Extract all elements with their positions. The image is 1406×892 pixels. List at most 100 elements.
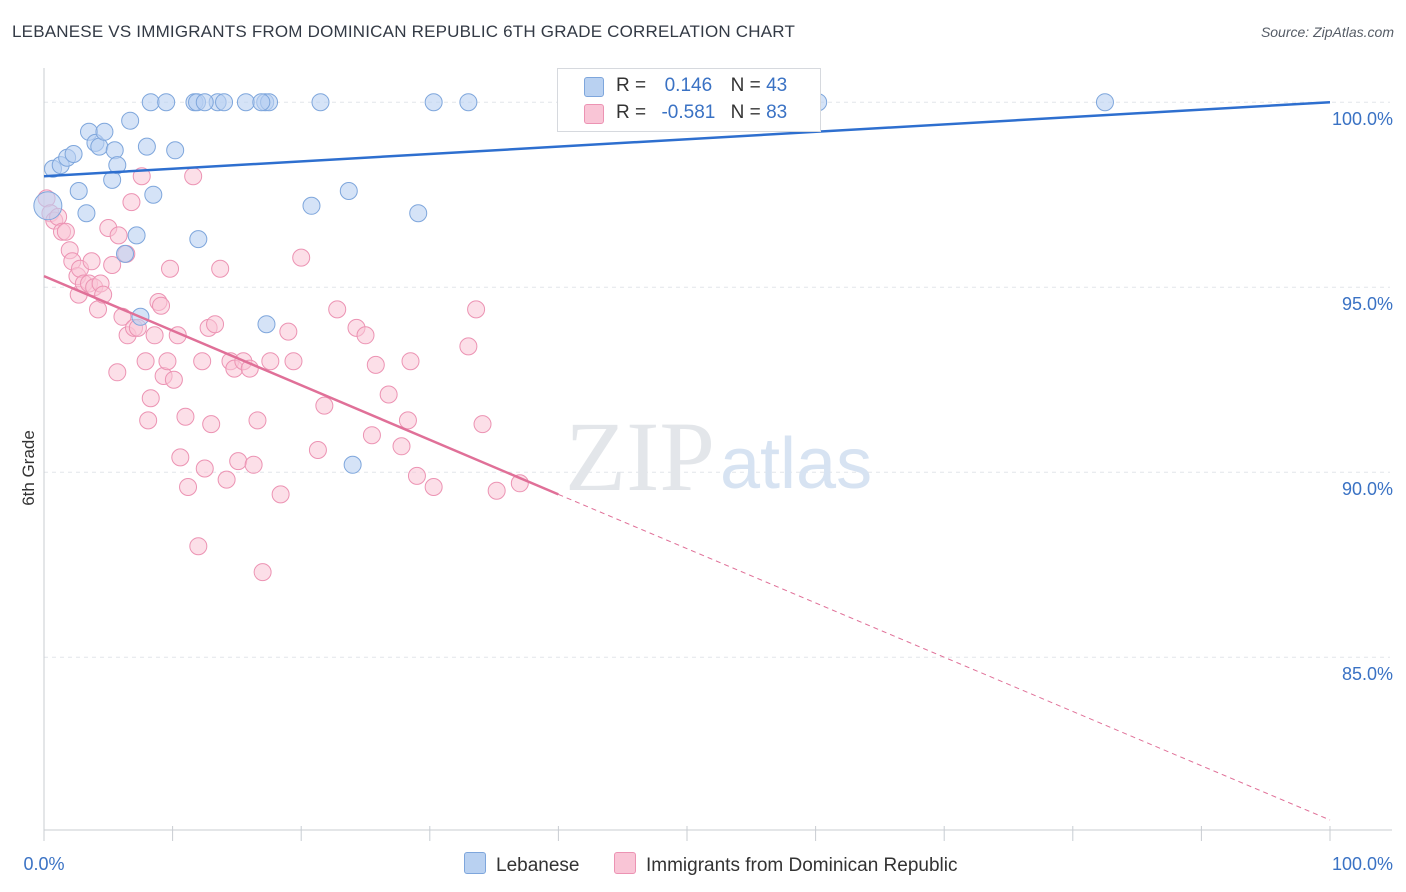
- dominican-point-59: [253, 563, 272, 582]
- tick-labels: 100.0% 95.0% 90.0% 85.0% 0.0% 100.0%: [23, 109, 1393, 874]
- lebanese-point-34: [302, 196, 321, 215]
- dominican-point-67: [328, 300, 347, 319]
- dominican-point-21: [109, 226, 128, 245]
- lebanese-point-24: [189, 230, 208, 249]
- dominican-point-20: [108, 363, 127, 382]
- dominican-point-25: [122, 193, 141, 212]
- dominican-point-75: [401, 352, 420, 371]
- dominican-point-58: [248, 411, 267, 430]
- dominican-point-71: [366, 355, 385, 374]
- x-tick-label-1: 100.0%: [1332, 854, 1393, 874]
- lebanese-point-32: [252, 93, 271, 112]
- dominican-trend-line: [43, 274, 559, 496]
- lebanese-point-28: [195, 93, 214, 112]
- dominican-point-45: [193, 352, 212, 371]
- dominican-point-72: [379, 385, 398, 404]
- dominican-point-50: [211, 259, 230, 278]
- dominican-point-41: [176, 407, 195, 426]
- bottom-legend-lebanese: Lebanese: [464, 852, 579, 877]
- legend-swatch-dominican: [584, 104, 604, 124]
- legend-r-label: R =: [616, 75, 647, 96]
- dominican-point-36: [158, 352, 177, 371]
- axes: [43, 68, 1392, 841]
- lebanese-point-14: [116, 244, 135, 263]
- legend-row-lebanese: R = 0.146 N = 43: [616, 75, 787, 99]
- dominican-point-57: [244, 455, 263, 474]
- dominican-point-64: [292, 248, 311, 267]
- legend-n-label: N =: [730, 75, 761, 96]
- dominican-point-77: [424, 478, 443, 496]
- dominican-point-34: [152, 296, 171, 315]
- dominican-point-48: [202, 415, 221, 434]
- dominican-point-73: [392, 437, 411, 456]
- dominican-point-74: [398, 411, 417, 430]
- lebanese-point-6: [77, 204, 96, 223]
- legend-box: R = 0.146 N = 43 R = -0.581 N = 83: [557, 68, 821, 132]
- dominican-point-5: [56, 222, 75, 241]
- dominican-point-32: [145, 326, 164, 345]
- dominican-point-37: [161, 259, 180, 278]
- dominican-point-49: [206, 315, 225, 334]
- x-tick-label-0: 0.0%: [23, 854, 64, 874]
- lebanese-point-15: [121, 111, 140, 130]
- legend-n-value: 43: [766, 75, 788, 96]
- dominican-point-38: [164, 370, 183, 389]
- dominican-point-78: [459, 337, 478, 356]
- y-tick-label-1: 95.0%: [1342, 294, 1393, 314]
- watermark: ZIP atlas: [565, 401, 872, 512]
- lebanese-point-13: [108, 156, 127, 175]
- grid-lines: [44, 101, 1390, 658]
- lebanese-point-20: [141, 93, 160, 112]
- lebanese-point-18: [137, 137, 156, 156]
- bottom-legend-swatch-lebanese: [464, 852, 486, 874]
- lebanese-point-37: [343, 455, 362, 474]
- dominican-point-54: [229, 452, 248, 471]
- dominican-point-19: [103, 256, 122, 274]
- dominican-point-62: [279, 322, 298, 341]
- lebanese-point-33: [257, 315, 276, 334]
- dominican-point-63: [284, 352, 303, 371]
- dominican-point-30: [139, 411, 158, 430]
- dominican-point-44: [189, 537, 208, 556]
- lebanese-point-22: [166, 141, 185, 160]
- y-tick-label-2: 90.0%: [1342, 479, 1393, 499]
- y-tick-label-3: 85.0%: [1342, 664, 1393, 684]
- watermark-zip: ZIP: [565, 401, 715, 512]
- y-tick-label-0: 100.0%: [1332, 109, 1393, 129]
- lebanese-point-16: [127, 226, 146, 245]
- dominican-point-60: [261, 352, 280, 371]
- lebanese-point-35: [311, 93, 330, 112]
- lebanese-point-4: [64, 145, 83, 163]
- legend-n-value: 83: [766, 102, 788, 123]
- legend-n-label: N =: [730, 102, 761, 123]
- lebanese-point-21: [157, 93, 176, 112]
- dominican-trend-extension: [558, 493, 1331, 821]
- lebanese-point-10: [95, 122, 114, 141]
- legend-r-value: -0.581: [661, 102, 716, 123]
- dominican-point-80: [473, 415, 492, 434]
- dominican-point-29: [136, 352, 155, 371]
- dominican-point-43: [184, 167, 203, 186]
- dominican-point-79: [467, 300, 486, 319]
- lebanese-point-38: [409, 204, 428, 223]
- dominican-point-51: [217, 470, 236, 489]
- bottom-legend-dominican: Immigrants from Dominican Republic: [614, 852, 958, 877]
- legend-r-label: R =: [616, 102, 647, 123]
- chart-title: LEBANESE VS IMMIGRANTS FROM DOMINICAN RE…: [12, 22, 796, 41]
- bottom-legend-label-lebanese: Lebanese: [496, 855, 580, 876]
- lebanese-point-36: [339, 182, 358, 200]
- dominican-point-31: [141, 389, 160, 408]
- dominican-point-76: [407, 466, 426, 485]
- series-dominican-points: [37, 167, 529, 582]
- legend-r-value: 0.146: [664, 75, 713, 96]
- lebanese-point-40: [459, 93, 478, 112]
- dominican-point-70: [362, 426, 381, 445]
- bottom-legend-swatch-dominican: [614, 852, 636, 874]
- dominican-point-69: [356, 326, 375, 345]
- lebanese-point-27: [215, 93, 234, 112]
- trend-lines: [43, 100, 1331, 821]
- legend-swatch-lebanese: [584, 77, 604, 97]
- dominican-point-81: [487, 481, 506, 500]
- lebanese-point-12: [105, 141, 124, 160]
- y-axis-label: 6th Grade: [19, 430, 38, 506]
